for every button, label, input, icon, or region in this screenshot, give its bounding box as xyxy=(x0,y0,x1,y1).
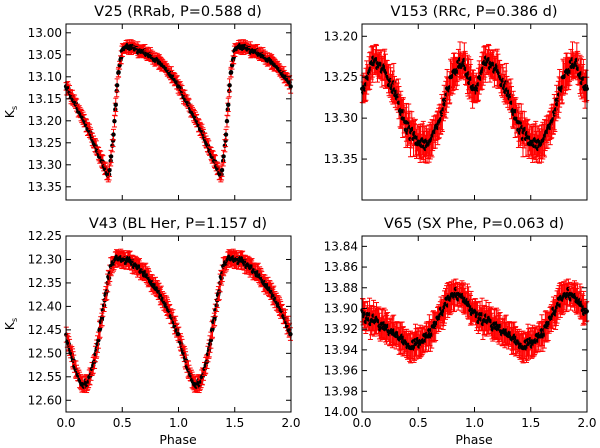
data-point xyxy=(221,154,226,159)
y-tick-label: 14.00 xyxy=(324,405,358,419)
data-point xyxy=(219,167,225,173)
y-tick-label: 13.30 xyxy=(28,158,62,172)
y-tick-label: 13.90 xyxy=(324,301,358,315)
y-tick-label: 12.45 xyxy=(28,323,62,337)
data-point xyxy=(112,118,117,124)
data-point xyxy=(207,341,213,347)
y-tick-label: 13.25 xyxy=(28,136,62,150)
data-point xyxy=(107,167,112,173)
x-tick-label: 1.5 xyxy=(521,416,540,430)
y-tick-label: 12.50 xyxy=(28,346,62,360)
y-ticks: 13.20 13.25 13.30 13.35 xyxy=(324,29,587,166)
data-point xyxy=(212,315,217,320)
x-tick-label: 0.0 xyxy=(56,416,75,430)
x-axis-label: Phase xyxy=(159,432,197,447)
data-layer xyxy=(63,248,293,394)
panel-title: V25 (RRab, P=0.588 d) xyxy=(94,4,262,20)
y-tick-label: 12.35 xyxy=(28,276,62,290)
data-point xyxy=(111,132,116,137)
x-tick-label: 1.0 xyxy=(465,416,484,430)
y-tick-label: 13.94 xyxy=(324,343,358,357)
y-tick-label: 13.10 xyxy=(28,70,62,84)
x-ticks xyxy=(361,24,588,200)
y-tick-label: 13.35 xyxy=(324,152,358,166)
x-tick-label: 0.5 xyxy=(113,416,132,430)
data-point xyxy=(227,83,232,88)
y-tick-label: 13.00 xyxy=(28,26,62,40)
data-point xyxy=(444,92,449,97)
panel-v25: V25 (RRab, P=0.588 d) 13.0013.0513.1013.… xyxy=(2,4,294,201)
y-axis-label: Ks xyxy=(2,106,19,118)
panel-title: V153 (RRc, P=0.386 d) xyxy=(390,4,557,20)
y-tick-label: 12.55 xyxy=(28,370,62,384)
y-ticks: 12.25 12.30 12.35 12.40 12.45 12.50 12.55 12.60 xyxy=(28,229,291,407)
data-point xyxy=(95,341,100,347)
x-tick-label: 0.5 xyxy=(409,416,428,430)
y-tick-label: 12.40 xyxy=(28,299,62,313)
data-layer xyxy=(359,41,590,164)
data-point xyxy=(472,86,477,92)
data-point xyxy=(223,132,229,137)
y-tick-label: 12.30 xyxy=(28,252,62,266)
y-ticks: 13.00 13.05 13.10 13.15 13.20 13.25 13.30 13.35 xyxy=(28,26,291,194)
y-tick-label: 13.05 xyxy=(28,48,62,62)
data-point xyxy=(556,92,562,97)
data-point xyxy=(106,275,112,281)
panel-v65: V65 (SX Phe, P=0.063 d) 13.8413.8613.881… xyxy=(324,216,597,447)
y-axis-label: Ks xyxy=(2,318,19,330)
panel-title: V43 (BL Her, P=1.157 d) xyxy=(89,216,267,232)
y-tick-label: 13.25 xyxy=(324,70,358,84)
y-tick-label: 13.35 xyxy=(28,180,62,194)
data-point xyxy=(101,303,107,308)
data-point xyxy=(222,143,228,148)
data-point xyxy=(114,83,120,88)
data-point xyxy=(175,84,181,89)
y-tick-label: 13.98 xyxy=(324,384,358,398)
y-tick-label: 13.84 xyxy=(324,239,358,253)
data-point xyxy=(219,275,224,281)
data-point xyxy=(472,309,477,314)
data-point xyxy=(214,303,219,308)
y-tick-label: 13.30 xyxy=(324,111,358,125)
data-point xyxy=(116,70,121,75)
data-layer xyxy=(360,278,590,364)
data-point xyxy=(224,118,230,124)
y-tick-label: 12.60 xyxy=(28,393,62,407)
y-tick-label: 13.20 xyxy=(324,29,358,43)
x-axis-label: Phase xyxy=(455,432,493,447)
y-tick-label: 12.25 xyxy=(28,229,62,243)
data-point xyxy=(228,70,234,75)
x-ticks: 0.0 0.5 1.0 1.5 2.0 xyxy=(352,236,597,430)
panel-title: V65 (SX Phe, P=0.063 d) xyxy=(384,216,564,232)
y-tick-label: 13.20 xyxy=(28,114,62,128)
y-tick-label: 13.92 xyxy=(324,322,358,336)
y-tick-label: 13.88 xyxy=(324,281,358,295)
x-ticks xyxy=(65,24,292,200)
data-point xyxy=(110,143,115,148)
y-tick-label: 13.96 xyxy=(324,364,358,378)
data-layer xyxy=(63,39,294,183)
x-tick-label: 2.0 xyxy=(577,416,596,430)
y-tick-label: 13.86 xyxy=(324,260,358,274)
data-point xyxy=(288,331,293,337)
data-point xyxy=(108,154,114,159)
x-ticks: 0.0 0.5 1.0 1.5 2.0 xyxy=(56,236,301,430)
data-point xyxy=(175,331,181,337)
data-point xyxy=(226,102,231,108)
panel-v153: V153 (RRc, P=0.386 d) 13.2013.2513.3013.… xyxy=(324,4,590,201)
panel-v43: V43 (BL Her, P=1.157 d) 12.2512.3012.351… xyxy=(2,216,301,447)
y-ticks: 13.84 13.86 13.88 13.90 13.92 13.94 13.96 13.98… xyxy=(324,239,587,419)
y-tick-label: 13.15 xyxy=(28,92,62,106)
data-point xyxy=(113,102,118,108)
x-tick-label: 2.0 xyxy=(281,416,300,430)
x-tick-label: 0.0 xyxy=(352,416,371,430)
x-tick-label: 1.5 xyxy=(225,416,244,430)
x-tick-label: 1.0 xyxy=(169,416,188,430)
data-point xyxy=(99,315,105,320)
